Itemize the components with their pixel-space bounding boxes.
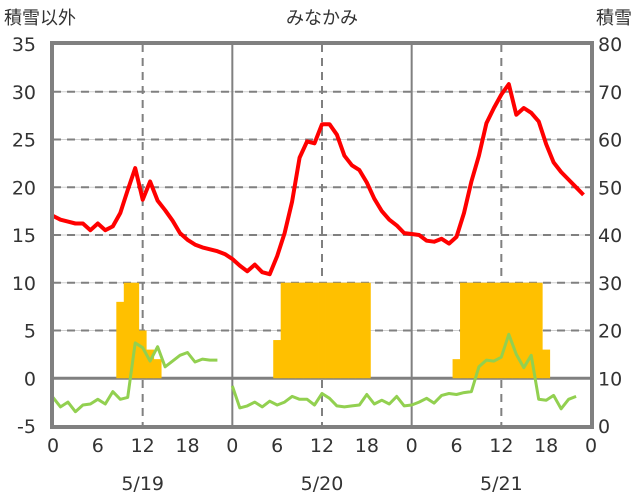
- y-tick-left: 20: [12, 177, 36, 199]
- y-tick-right: 40: [598, 225, 622, 247]
- bar: [497, 282, 506, 379]
- y-tick-right: 10: [598, 368, 622, 390]
- x-tick: 6: [450, 435, 462, 457]
- plot-frame: [50, 41, 594, 429]
- bar: [460, 282, 468, 379]
- bar: [482, 282, 491, 379]
- x-tick: 0: [47, 435, 59, 457]
- bar: [280, 282, 289, 379]
- x-tick: 12: [489, 435, 513, 457]
- bar: [131, 282, 140, 379]
- y-tick-left: 35: [12, 34, 36, 56]
- bar: [534, 282, 543, 379]
- y-tick-right: 20: [598, 321, 622, 343]
- bar: [362, 282, 371, 379]
- x-tick: 12: [310, 435, 334, 457]
- bar: [527, 282, 536, 379]
- y-tick-right: 70: [598, 82, 622, 104]
- bar: [295, 282, 304, 379]
- x-tick: 0: [585, 435, 597, 457]
- date-label: 5/19: [121, 473, 164, 495]
- bar: [303, 282, 311, 379]
- y-tick-left: -5: [17, 416, 36, 438]
- bar: [519, 282, 528, 379]
- y-tick-left: 30: [12, 82, 36, 104]
- y-tick-right: 50: [598, 177, 622, 199]
- bar: [138, 330, 147, 379]
- temperature-line: [52, 82, 585, 277]
- y-tick-left: 10: [12, 273, 36, 295]
- left-axis-title: 積雪以外: [4, 8, 76, 29]
- x-tick: 6: [271, 435, 283, 457]
- bar: [504, 282, 513, 379]
- bar: [467, 282, 476, 379]
- bar: [153, 359, 162, 379]
- date-label: 5/20: [301, 473, 344, 495]
- bar: [512, 282, 521, 379]
- y-tick-right: 0: [598, 416, 610, 438]
- green-line: [230, 332, 577, 411]
- bar: [340, 282, 349, 379]
- bar: [355, 282, 364, 379]
- bar: [474, 282, 483, 379]
- right-axis-title: 積雪: [596, 8, 632, 29]
- bar: [325, 282, 334, 379]
- x-tick: 0: [226, 435, 238, 457]
- y-tick-right: 60: [598, 130, 622, 152]
- x-tick: 18: [534, 435, 558, 457]
- y-tick-left: 0: [24, 368, 36, 390]
- x-tick: 0: [406, 435, 418, 457]
- bar: [146, 349, 155, 379]
- x-tick: 6: [92, 435, 104, 457]
- chart-title: みなかみ: [286, 8, 358, 29]
- bar: [318, 282, 326, 379]
- y-tick-left: 15: [12, 225, 36, 247]
- x-tick: 18: [175, 435, 199, 457]
- y-tick-left: 5: [24, 321, 36, 343]
- date-label: 5/21: [480, 473, 523, 495]
- bar: [347, 282, 356, 379]
- y-tick-right: 30: [598, 273, 622, 295]
- bar: [116, 301, 125, 379]
- bar: [273, 340, 282, 379]
- bar: [452, 359, 461, 379]
- y-tick-left: 25: [12, 130, 36, 152]
- x-tick: 18: [355, 435, 379, 457]
- bar: [310, 282, 319, 379]
- green-line: [51, 341, 218, 414]
- bar: [288, 282, 297, 379]
- bar: [542, 349, 551, 379]
- bar: [489, 282, 498, 379]
- bar: [333, 282, 341, 379]
- x-tick: 12: [131, 435, 155, 457]
- bar: [123, 282, 132, 379]
- y-tick-right: 80: [598, 34, 622, 56]
